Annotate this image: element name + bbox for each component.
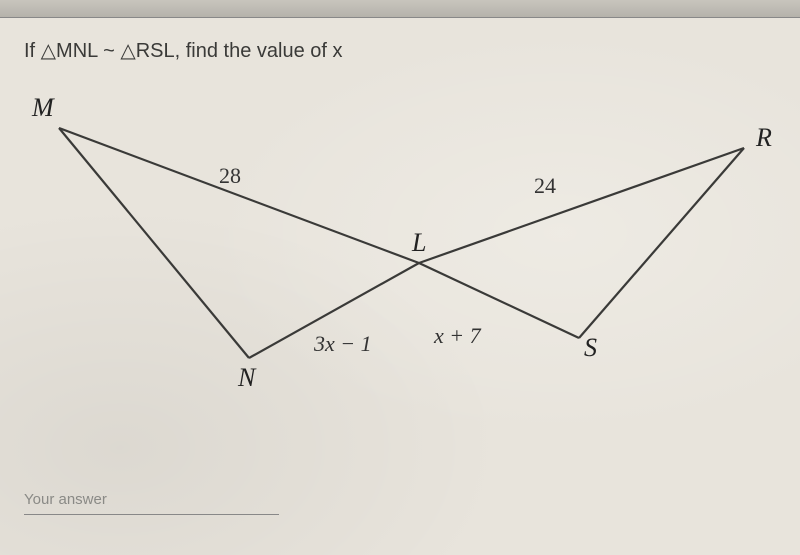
answer-input-area[interactable]: Your answer (24, 491, 284, 515)
vertex-S: S (584, 333, 597, 363)
question-text: If △MNL ~ △RSL, find the value of x (24, 38, 776, 63)
edge-label-ML: 28 (219, 163, 241, 189)
vertex-L: L (412, 228, 426, 258)
window-title-bar (0, 0, 800, 18)
question-content: If △MNL ~ △RSL, find the value of x M R … (0, 18, 800, 453)
vertex-R: R (756, 123, 772, 153)
q-tri1: △MNL (41, 40, 98, 62)
edge-label-LR: 24 (534, 173, 556, 199)
edge-ML (59, 128, 419, 263)
q-tri2: △RSL (120, 40, 174, 62)
geometry-diagram: M R L N S 28 24 3x − 1 x + 7 (24, 93, 774, 433)
q-suffix: , find the value of x (175, 40, 343, 62)
diagram-svg (24, 93, 774, 433)
edge-label-NL: 3x − 1 (314, 331, 372, 357)
vertex-M: M (32, 93, 54, 123)
edge-label-LS: x + 7 (434, 323, 481, 349)
q-similar: ~ (98, 40, 121, 62)
vertex-N: N (238, 363, 255, 393)
q-prefix: If (24, 40, 41, 62)
answer-placeholder: Your answer (24, 491, 279, 515)
